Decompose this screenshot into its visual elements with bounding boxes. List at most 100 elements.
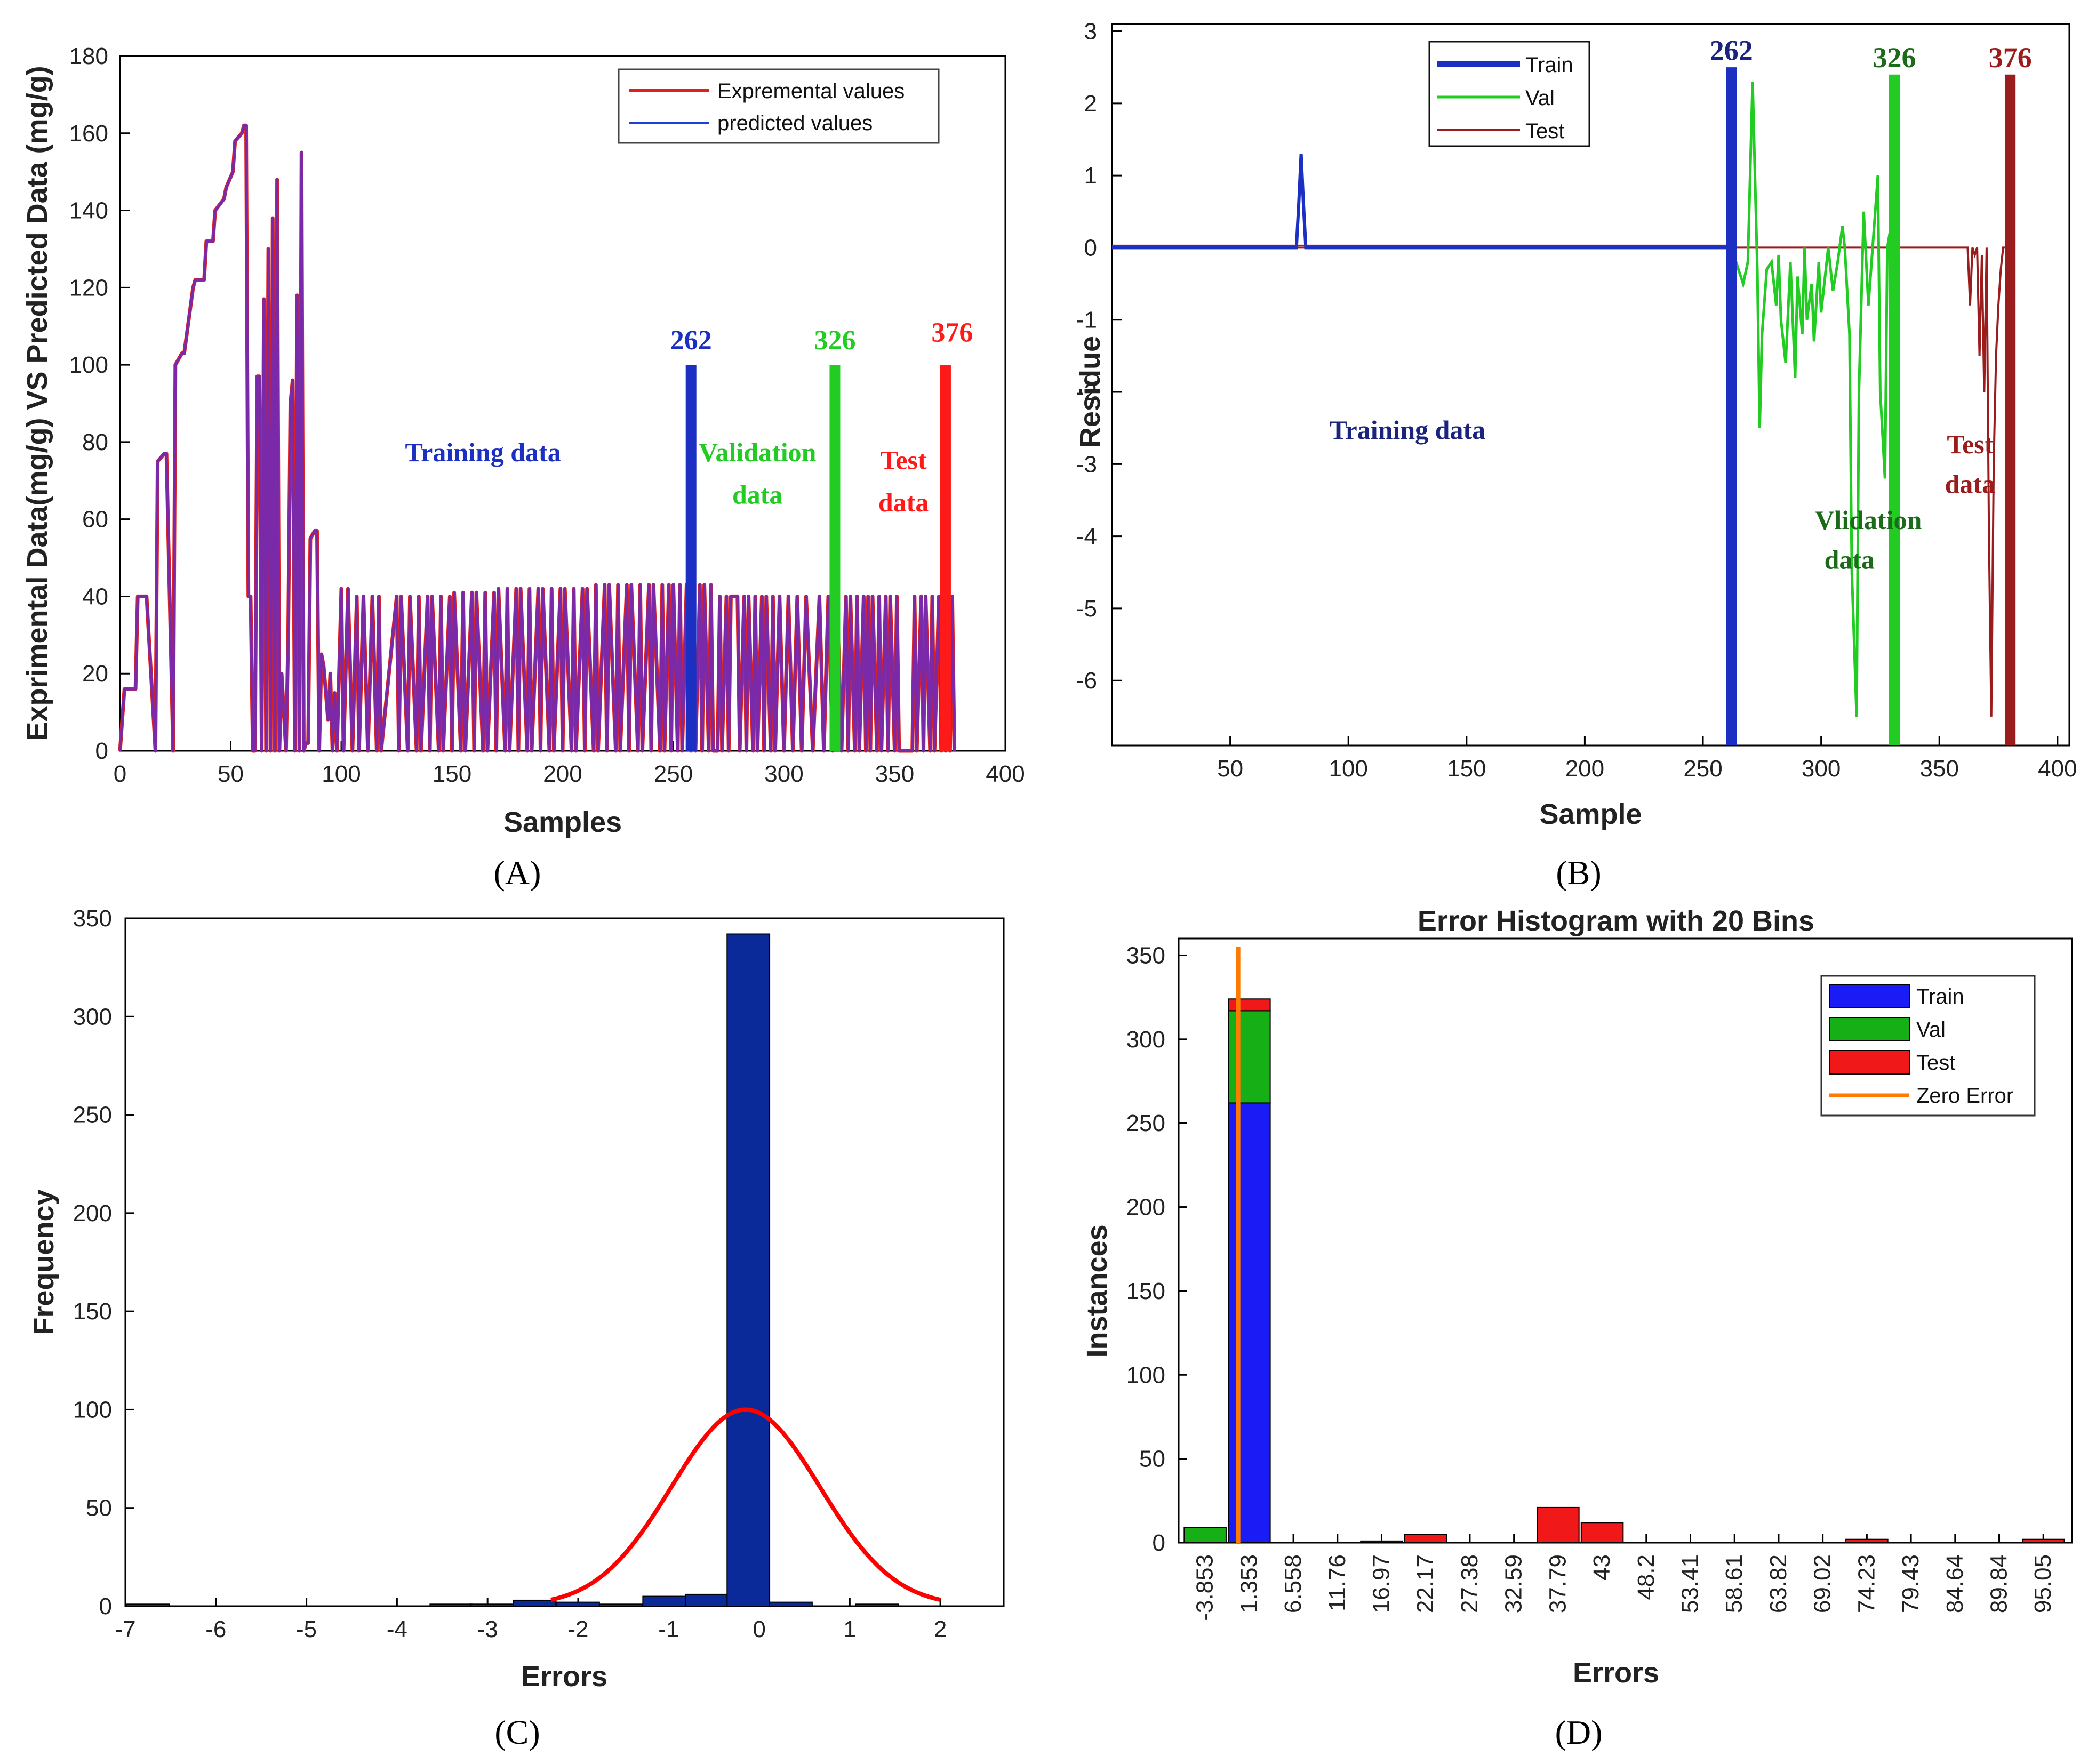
legend-label: Val — [1525, 86, 1555, 110]
validation-annotation-line2: data — [1825, 545, 1875, 575]
panel-a-line-chart: 0 50 100 150 200 250 300 350 400 0 20 40 60 80 100 120 1… — [21, 43, 1025, 838]
y-tick-label: 350 — [1126, 942, 1165, 968]
x-tick-label: -3 — [477, 1616, 498, 1642]
y-tick-label: 200 — [73, 1200, 112, 1226]
y-tick-label: 350 — [73, 905, 112, 932]
x-tick-label: 53.41 — [1677, 1554, 1703, 1613]
x-tick-label: 0 — [114, 761, 126, 787]
x-tick-label: 300 — [764, 761, 803, 787]
y-tick-label: 200 — [1126, 1194, 1165, 1221]
y-tick-label: 180 — [69, 43, 108, 69]
y-axis-label: Instances — [1081, 1224, 1113, 1357]
x-tick-label: -6 — [205, 1616, 226, 1642]
x-tick-label: 63.82 — [1765, 1554, 1791, 1613]
y-tick-label: -6 — [1076, 668, 1097, 694]
validation-annotation: Validation — [699, 437, 817, 467]
x-tick-label: 1.353 — [1236, 1554, 1262, 1613]
y-tick-label: -3 — [1076, 451, 1097, 477]
y-tick-label: 0 — [99, 1593, 112, 1619]
test-annotation-line2: data — [1945, 469, 1995, 499]
y-tick-label: -5 — [1076, 596, 1097, 622]
test-residue-line — [1112, 246, 2006, 717]
y-tick-label: 80 — [82, 429, 108, 455]
histogram-bar-test — [1845, 1538, 1889, 1544]
marker-label-376: 376 — [931, 318, 973, 348]
y-tick-label: 150 — [73, 1298, 112, 1325]
panel-label-b: (B) — [1556, 854, 1601, 892]
x-tick-label: 6.558 — [1280, 1554, 1306, 1613]
plot-area-frame — [1178, 937, 2073, 1544]
legend-label: Test — [1916, 1051, 1955, 1075]
x-tick-label: 43 — [1589, 1554, 1615, 1581]
x-tick-label: 2 — [934, 1616, 947, 1642]
x-tick-label: 400 — [2038, 756, 2077, 782]
histogram-bar — [855, 1603, 899, 1607]
histogram-bar — [685, 1593, 729, 1607]
y-tick-label: 50 — [1139, 1446, 1165, 1472]
y-tick-label: 120 — [69, 275, 108, 301]
test-annotation: Test — [1947, 429, 1993, 459]
marker-label-262: 262 — [1710, 35, 1753, 67]
x-tick-label: 79.43 — [1898, 1554, 1924, 1613]
plot-area-frame — [1111, 23, 2070, 747]
test-annotation: Test — [881, 445, 927, 475]
y-tick-label: 100 — [69, 352, 108, 378]
histogram-bar — [556, 1601, 600, 1607]
histogram-bar-train — [1228, 1102, 1271, 1543]
x-tick-label: 74.23 — [1853, 1554, 1879, 1613]
x-tick-label: 250 — [1683, 756, 1722, 782]
y-tick-label: 60 — [82, 507, 108, 533]
x-axis-label: Samples — [503, 806, 622, 838]
x-tick-label: 37.79 — [1545, 1554, 1571, 1613]
y-tick-label: 140 — [69, 198, 108, 224]
y-axis-label: Exprimental Data(mg/g) VS Predicted Data… — [21, 66, 53, 741]
y-tick-label: 150 — [1126, 1278, 1165, 1304]
x-tick-label: -1 — [658, 1616, 679, 1642]
chart-title: Error Histogram with 20 Bins — [1418, 905, 1814, 937]
x-tick-label: 350 — [1920, 756, 1959, 782]
y-tick-label: 250 — [1126, 1110, 1165, 1136]
histogram-bar-test — [1228, 998, 1271, 1012]
x-axis-label: Errors — [1573, 1657, 1659, 1689]
x-tick-label: 300 — [1802, 756, 1841, 782]
x-tick-label: 350 — [875, 761, 914, 787]
validation-annotation-line2: data — [732, 480, 782, 510]
x-tick-label: 58.61 — [1721, 1554, 1747, 1613]
y-tick-label: 0 — [95, 738, 108, 764]
y-axis-label: Frequency — [28, 1189, 60, 1335]
y-tick-label: 2 — [1084, 91, 1097, 117]
y-tick-label: 50 — [86, 1495, 112, 1521]
x-tick-label: -2 — [567, 1616, 588, 1642]
plot-area-frame — [124, 917, 1005, 1607]
histogram-bar-test — [1404, 1534, 1447, 1544]
histogram-bar — [470, 1603, 514, 1607]
panel-label-a: (A) — [494, 854, 541, 892]
legend-label: Train — [1916, 985, 1964, 1008]
y-tick-label: 3 — [1084, 19, 1097, 45]
x-tick-label: 200 — [1565, 756, 1604, 782]
x-tick-label: 48.2 — [1633, 1554, 1659, 1600]
legend-label-predicted: predicted values — [717, 111, 873, 135]
histogram-bar — [429, 1603, 474, 1607]
training-data-annotation: Training data — [405, 437, 561, 467]
histogram-bar-val — [1228, 1010, 1271, 1104]
legend-swatch — [1829, 1017, 1910, 1041]
histogram-bar — [513, 1599, 557, 1607]
x-tick-label: 1 — [843, 1616, 856, 1642]
x-tick-label: 27.38 — [1457, 1554, 1483, 1613]
histogram-bar-test — [1580, 1522, 1624, 1544]
legend-label: Test — [1525, 119, 1564, 143]
x-tick-label: -5 — [296, 1616, 317, 1642]
marker-label-326: 326 — [1873, 42, 1916, 74]
x-tick-label: 100 — [322, 761, 361, 787]
y-tick-label: -2 — [1076, 379, 1097, 405]
histogram-bar-test — [1360, 1540, 1403, 1544]
x-tick-label: 50 — [1217, 756, 1243, 782]
panel-b-residue-chart: 50 100 150 200 250 300 350 400 -6 -5 -4 -3 -2 -1 0 1 2 3 S… — [1074, 19, 2077, 830]
x-tick-label: 69.02 — [1810, 1554, 1836, 1613]
y-axis-label: Residue — [1074, 336, 1106, 448]
legend-box — [1428, 41, 1590, 147]
y-tick-label: 300 — [73, 1004, 112, 1030]
x-tick-label: 11.76 — [1324, 1554, 1350, 1611]
